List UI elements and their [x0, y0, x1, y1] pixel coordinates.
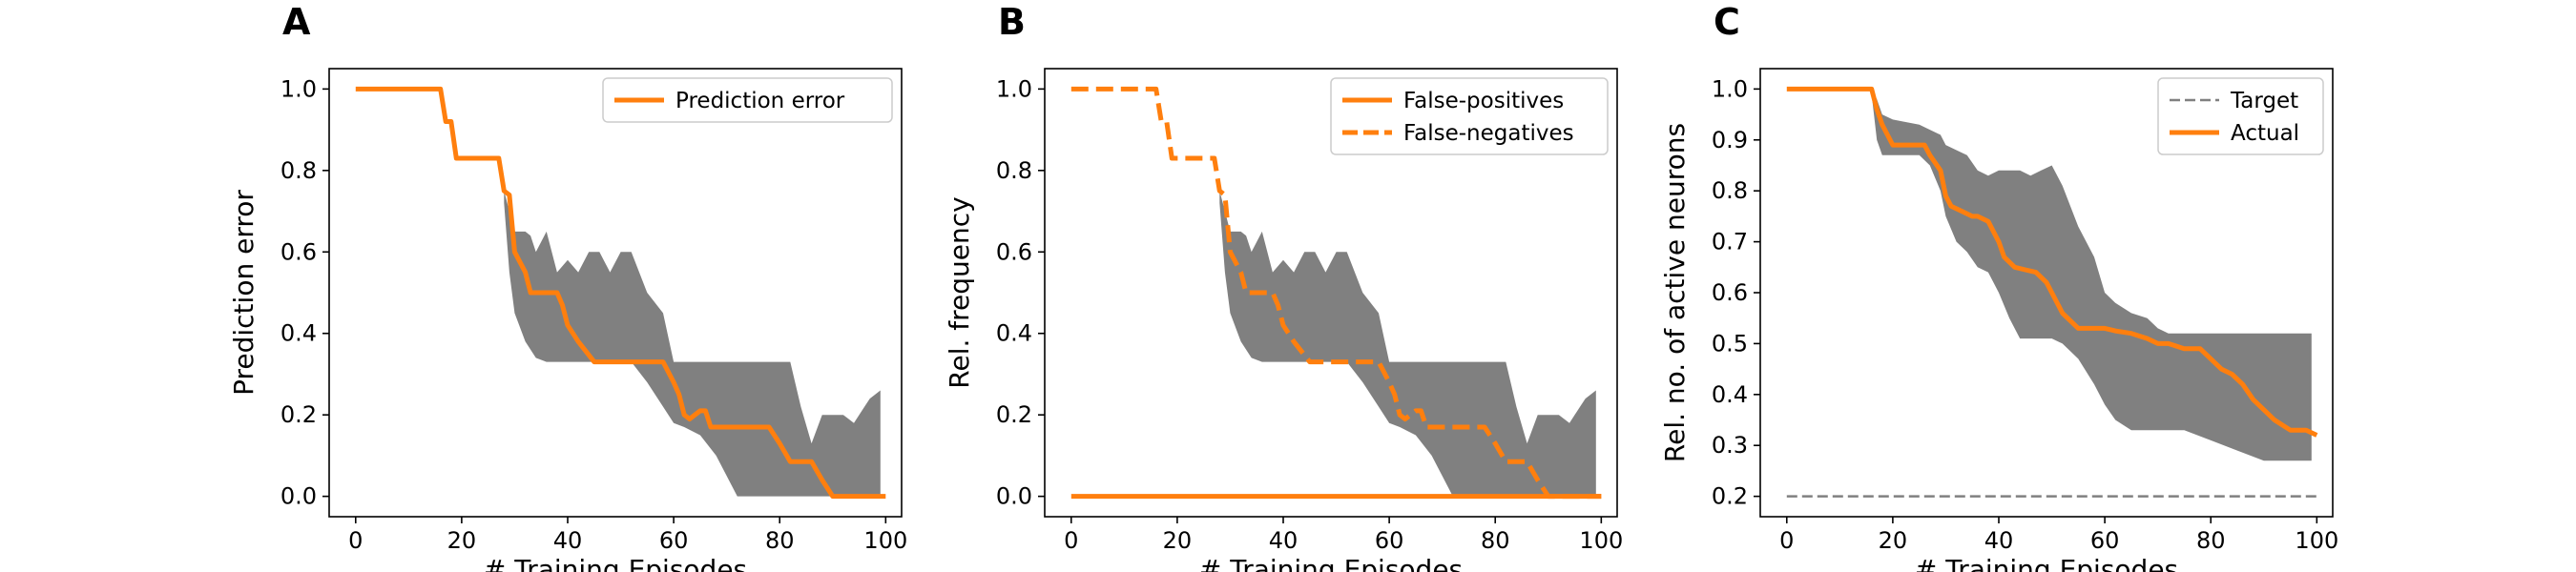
series-line-0: [355, 86, 886, 500]
y-tick-label: 0.0: [996, 483, 1032, 510]
x-tick-label: 100: [1579, 527, 1623, 554]
x-axis-label: # Training Episodes: [484, 554, 747, 572]
chart-panel-b: B 0 20 40 60 80 100 0.0 0.2 0.4 0.6 0.8 1.0 # Trainin…: [944, 1, 1623, 572]
legend: False-positives False-negatives: [1330, 77, 1609, 155]
y-tick-label: 0.7: [1712, 229, 1748, 255]
legend: Target Actual: [2157, 77, 2324, 155]
x-tick-label: 40: [553, 527, 583, 554]
y-tick-label: 0.0: [280, 483, 317, 510]
x-tick-label: 20: [447, 527, 477, 554]
x-tick-label: 60: [659, 527, 689, 554]
legend-label: Actual: [2231, 121, 2299, 146]
y-tick-label: 0.6: [996, 238, 1032, 265]
panel-letter: B: [998, 1, 1026, 43]
range-band: [1219, 191, 1596, 497]
series-line-1: [1786, 86, 2318, 438]
y-tick-label: 1.0: [996, 75, 1032, 102]
range-band: [504, 191, 881, 497]
x-tick-label: 100: [863, 527, 907, 554]
range-band: [1871, 89, 2312, 461]
legend-box: [602, 77, 893, 123]
legend-label: False-positives: [1403, 89, 1564, 113]
y-tick-label: 1.0: [1712, 75, 1748, 102]
y-tick-label: 0.3: [1712, 432, 1748, 459]
x-tick-label: 0: [348, 527, 363, 554]
x-tick-label: 0: [1779, 527, 1794, 554]
chart-panel-c: C 0 20 40 60 80 100 0.2 0.3 0.4 0.5 0.6 0.7 0.8 0.9 1.0…: [1659, 1, 2338, 572]
legend-label: False-negatives: [1403, 121, 1574, 146]
x-tick-label: 20: [1163, 527, 1193, 554]
x-tick-label: 80: [2196, 527, 2226, 554]
y-tick-label: 0.4: [1712, 381, 1748, 408]
x-tick-label: 40: [1984, 527, 2014, 554]
x-tick-label: 0: [1064, 527, 1078, 554]
x-tick-label: 80: [765, 527, 795, 554]
y-tick-label: 0.4: [996, 320, 1032, 347]
x-tick-label: 40: [1269, 527, 1298, 554]
y-tick-label: 0.4: [280, 320, 317, 347]
y-tick-label: 0.8: [280, 157, 317, 184]
legend-box: [1330, 77, 1609, 155]
y-axis-label: Rel. no. of active neurons: [1659, 123, 1691, 462]
x-tick-label: 60: [1375, 527, 1404, 554]
y-axis-label: Prediction error: [228, 190, 260, 396]
chart-panel-a: A 0 20 40 60 80 100 0.0 0.2 0.4 0.6 0.8 1.0 # Trainin…: [228, 1, 907, 572]
x-axis-label: # Training Episodes: [1199, 554, 1463, 572]
series-line-1: [1070, 86, 1602, 500]
axes-frame: [328, 68, 903, 518]
axes-frame: [1044, 68, 1618, 518]
y-axis-label: Rel. frequency: [944, 196, 975, 388]
y-tick-label: 0.9: [1712, 127, 1748, 153]
y-tick-label: 0.6: [1712, 279, 1748, 306]
panel-letter: A: [282, 1, 311, 43]
y-tick-label: 0.8: [996, 157, 1032, 184]
legend-box: [2157, 77, 2324, 155]
x-tick-label: 80: [1481, 527, 1510, 554]
y-tick-label: 0.2: [1712, 483, 1748, 510]
y-tick-label: 0.6: [280, 238, 317, 265]
y-tick-label: 0.2: [280, 401, 317, 428]
y-tick-label: 0.8: [1712, 177, 1748, 204]
legend-label: Prediction error: [675, 89, 845, 113]
legend-label: Target: [2230, 89, 2298, 113]
y-tick-label: 0.5: [1712, 330, 1748, 357]
legend: Prediction error: [602, 77, 893, 123]
panel-letter: C: [1714, 1, 1740, 43]
x-tick-label: 20: [1879, 527, 1908, 554]
x-tick-label: 60: [2090, 527, 2120, 554]
y-tick-label: 1.0: [280, 75, 317, 102]
y-tick-label: 0.2: [996, 401, 1032, 428]
x-tick-label: 100: [2295, 527, 2338, 554]
x-axis-label: # Training Episodes: [1915, 554, 2178, 572]
